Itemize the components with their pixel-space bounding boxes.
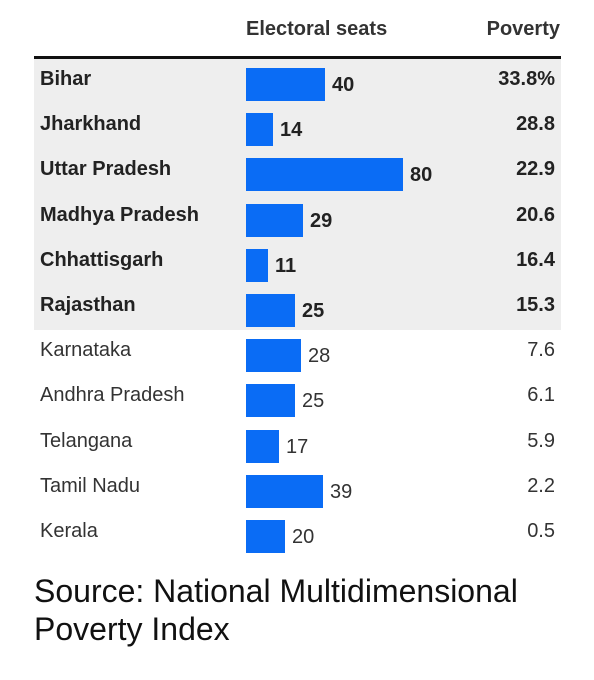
- state-label: Andhra Pradesh: [40, 384, 185, 407]
- state-label: Tamil Nadu: [40, 474, 141, 497]
- poverty-value: 15.3: [516, 294, 555, 316]
- table-row: Kerala 20 0.5: [34, 511, 561, 556]
- seats-bar: [246, 384, 295, 418]
- seats-value-label: 40: [332, 74, 355, 96]
- seats-value-label: 25: [302, 300, 325, 322]
- seats-value-label: 20: [292, 526, 315, 548]
- table-row: Bihar 40 33.8%: [34, 59, 561, 104]
- seats-bar: [246, 248, 268, 282]
- table-row: Chhattisgarh 11 16.4: [34, 240, 561, 285]
- poverty-value: 16.4: [516, 248, 555, 271]
- poverty-value: 33.8%: [498, 68, 555, 90]
- poverty-value: 7.6: [527, 339, 555, 362]
- seats-value-label: 28: [308, 345, 331, 368]
- highlight-band: [34, 59, 561, 330]
- poverty-value: 22.9: [516, 158, 555, 181]
- poverty-value: 6.1: [527, 384, 555, 407]
- seats-bar: [246, 68, 325, 101]
- state-label: Telangana: [40, 429, 133, 452]
- poverty-value: 28.8: [516, 113, 555, 136]
- poverty-value: 20.6: [516, 203, 555, 226]
- seats-bar: [246, 294, 295, 327]
- table-row: Tamil Nadu 39 2.2: [34, 466, 561, 511]
- seats-value-label: 29: [310, 209, 333, 232]
- table-row: Rajasthan 25 15.3: [34, 285, 561, 330]
- poverty-value: 2.2: [527, 474, 555, 497]
- header-poverty: Poverty: [486, 18, 560, 40]
- header-rule: [34, 56, 561, 59]
- state-label: Karnataka: [40, 339, 132, 362]
- source-note: Source: National Multidimensional Povert…: [34, 573, 518, 647]
- state-label: Uttar Pradesh: [40, 158, 172, 181]
- seats-bar: [246, 158, 403, 192]
- poverty-value: 5.9: [527, 429, 555, 452]
- table-row: Uttar Pradesh 80 22.9: [34, 149, 561, 194]
- seats-value-label: 14: [280, 119, 303, 142]
- seats-bar: [246, 113, 273, 147]
- seats-bar: [246, 474, 323, 508]
- seats-bar: [246, 339, 301, 373]
- state-label: Chhattisgarh: [40, 248, 164, 271]
- seats-value-label: 25: [302, 390, 325, 413]
- seats-value-label: 17: [286, 435, 309, 458]
- state-label: Madhya Pradesh: [40, 203, 199, 226]
- seats-value-label: 80: [410, 164, 433, 187]
- table-row: Karnataka 28 7.6: [34, 330, 561, 375]
- table-row: Telangana 17 5.9: [34, 421, 561, 466]
- seats-bar: [246, 520, 285, 553]
- header-electoral-seats: Electoral seats: [246, 18, 388, 40]
- state-label: Bihar: [40, 68, 92, 90]
- state-label: Kerala: [40, 520, 98, 542]
- seats-value-label: 11: [275, 254, 297, 277]
- state-label: Rajasthan: [40, 294, 136, 316]
- poverty-value: 0.5: [527, 520, 555, 542]
- table-row: Andhra Pradesh 25 6.1: [34, 375, 561, 420]
- seats-bar: [246, 203, 303, 237]
- state-label: Jharkhand: [40, 113, 142, 136]
- table-row: Madhya Pradesh 29 20.6: [34, 195, 561, 240]
- seats-value-label: 39: [330, 480, 353, 503]
- table-row: Jharkhand 14 28.8: [34, 104, 561, 149]
- seats-bar: [246, 429, 279, 463]
